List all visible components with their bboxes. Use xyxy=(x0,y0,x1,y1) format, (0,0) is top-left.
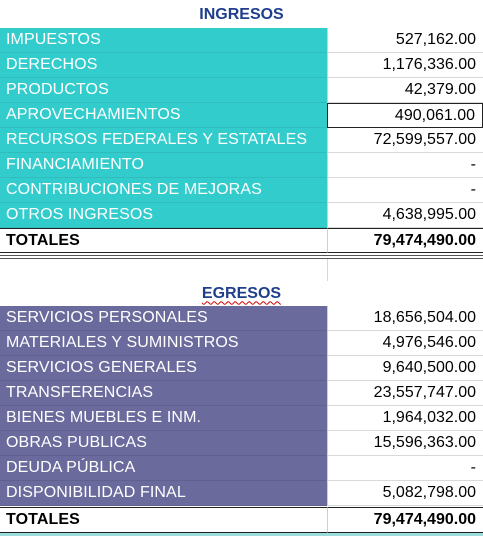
egresos-row[interactable]: TRANSFERENCIAS 23,557,747.00 xyxy=(0,381,483,406)
egresos-value-cell[interactable]: 1,964,032.00 xyxy=(327,406,483,431)
egresos-total-value[interactable]: 79,474,490.00 xyxy=(327,507,483,533)
egresos-label-cell[interactable]: BIENES MUEBLES E INM. xyxy=(0,406,327,431)
ingresos-row[interactable]: CONTRIBUCIONES DE MEJORAS - xyxy=(0,178,483,203)
ingresos-label-cell[interactable]: RECURSOS FEDERALES Y ESTATALES xyxy=(0,128,327,153)
ingresos-row[interactable]: RECURSOS FEDERALES Y ESTATALES 72,599,55… xyxy=(0,128,483,153)
ingresos-row[interactable]: DERECHOS 1,176,336.00 xyxy=(0,53,483,78)
egresos-row[interactable]: DEUDA PÚBLICA - xyxy=(0,456,483,481)
ingresos-row[interactable]: APROVECHAMIENTOS 490,061.00 xyxy=(0,103,483,128)
ingresos-row[interactable]: PRODUCTOS 42,379.00 xyxy=(0,78,483,103)
egresos-label-cell[interactable]: OBRAS PUBLICAS xyxy=(0,431,327,456)
egresos-header: EGRESOS xyxy=(0,281,483,306)
egresos-label-cell[interactable]: DEUDA PÚBLICA xyxy=(0,456,327,481)
ingresos-row[interactable]: OTROS INGRESOS 4,638,995.00 xyxy=(0,203,483,228)
ingresos-title: INGRESOS xyxy=(199,6,284,23)
egresos-label-cell[interactable]: SERVICIOS PERSONALES xyxy=(0,306,327,331)
ingresos-label-cell[interactable]: OTROS INGRESOS xyxy=(0,203,327,228)
egresos-value-cell[interactable]: - xyxy=(327,456,483,481)
ingresos-value-cell[interactable]: 72,599,557.00 xyxy=(327,128,483,153)
ingresos-value-cell[interactable]: 4,638,995.00 xyxy=(327,203,483,228)
egresos-value-cell[interactable]: 15,596,363.00 xyxy=(327,431,483,456)
egresos-label-cell[interactable]: TRANSFERENCIAS xyxy=(0,381,327,406)
ingresos-total-value[interactable]: 79,474,490.00 xyxy=(327,228,483,253)
ingresos-value-cell[interactable]: 527,162.00 xyxy=(327,28,483,53)
egresos-total-label[interactable]: TOTALES xyxy=(0,507,327,533)
ingresos-total-label[interactable]: TOTALES xyxy=(0,228,327,253)
ingresos-label-cell[interactable]: PRODUCTOS xyxy=(0,78,327,103)
egresos-total-row[interactable]: TOTALES 79,474,490.00 xyxy=(0,507,483,533)
ingresos-row[interactable]: FINANCIAMIENTO - xyxy=(0,153,483,178)
ingresos-label-cell[interactable]: DERECHOS xyxy=(0,53,327,78)
ingresos-value-cell-selected[interactable]: 490,061.00 xyxy=(327,103,483,128)
egresos-row[interactable]: BIENES MUEBLES E INM. 1,964,032.00 xyxy=(0,406,483,431)
ingresos-label-cell[interactable]: CONTRIBUCIONES DE MEJORAS xyxy=(0,178,327,203)
double-border-divider xyxy=(0,255,483,259)
egresos-value-cell[interactable]: 5,082,798.00 xyxy=(327,481,483,506)
ingresos-total-row[interactable]: TOTALES 79,474,490.00 xyxy=(0,228,483,253)
ingresos-value-cell[interactable]: 42,379.00 xyxy=(327,78,483,103)
ingresos-label-cell[interactable]: IMPUESTOS xyxy=(0,28,327,53)
egresos-row[interactable]: OBRAS PUBLICAS 15,596,363.00 xyxy=(0,431,483,456)
egresos-row[interactable]: SERVICIOS PERSONALES 18,656,504.00 xyxy=(0,306,483,331)
egresos-label-cell[interactable]: DISPONIBILIDAD FINAL xyxy=(0,481,327,506)
ingresos-header: INGRESOS xyxy=(0,2,483,28)
egresos-label-cell[interactable]: MATERIALES Y SUMINISTROS xyxy=(0,331,327,356)
ingresos-value-cell[interactable]: - xyxy=(327,153,483,178)
ingresos-row[interactable]: IMPUESTOS 527,162.00 xyxy=(0,28,483,53)
egresos-label-cell[interactable]: SERVICIOS GENERALES xyxy=(0,356,327,381)
bottom-border-line xyxy=(0,533,483,536)
ingresos-label-cell[interactable]: FINANCIAMIENTO xyxy=(0,153,327,178)
egresos-value-cell[interactable]: 18,656,504.00 xyxy=(327,306,483,331)
ingresos-label-cell[interactable]: APROVECHAMIENTOS xyxy=(0,103,327,128)
egresos-row[interactable]: SERVICIOS GENERALES 9,640,500.00 xyxy=(0,356,483,381)
egresos-row[interactable]: MATERIALES Y SUMINISTROS 4,976,546.00 xyxy=(0,331,483,356)
egresos-value-cell[interactable]: 4,976,546.00 xyxy=(327,331,483,356)
ingresos-value-cell[interactable]: 1,176,336.00 xyxy=(327,53,483,78)
egresos-value-cell[interactable]: 23,557,747.00 xyxy=(327,381,483,406)
egresos-title: EGRESOS xyxy=(201,284,282,302)
column-gridline xyxy=(327,259,328,281)
egresos-value-cell[interactable]: 9,640,500.00 xyxy=(327,356,483,381)
egresos-row[interactable]: DISPONIBILIDAD FINAL 5,082,798.00 xyxy=(0,481,483,506)
ingresos-value-cell[interactable]: - xyxy=(327,178,483,203)
